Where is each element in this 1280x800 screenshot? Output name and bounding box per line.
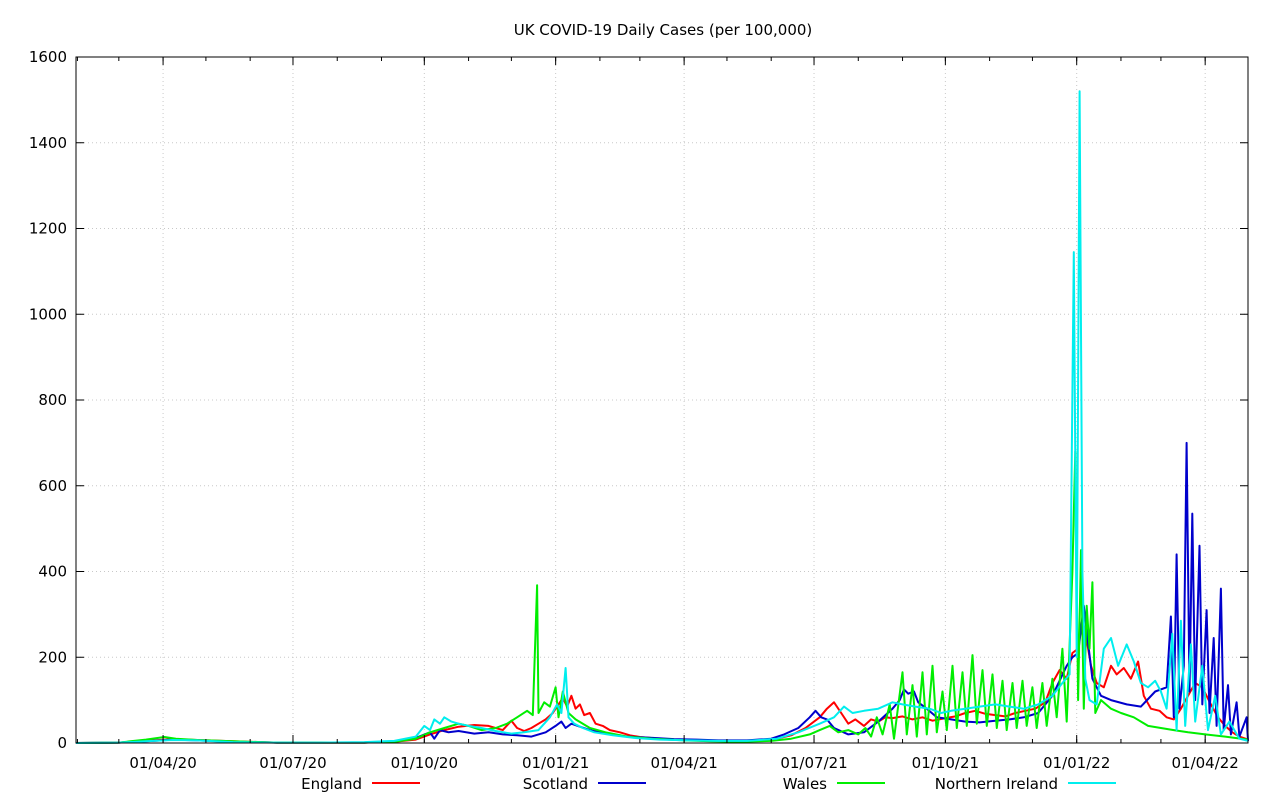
x-tick-label: 01/07/20 [259, 754, 326, 772]
y-tick-label: 1400 [29, 134, 67, 152]
grid [76, 57, 1248, 743]
ticks: 0 200 400 600 800 1000 1200 1400 1600 01/04/20 01/… [29, 48, 1249, 772]
legend-label-england: England [301, 775, 362, 793]
y-tick-label: 1000 [29, 305, 67, 323]
legend-label-northern-ireland: Northern Ireland [935, 775, 1058, 793]
x-tick-label: 01/10/20 [391, 754, 458, 772]
legend: England Scotland Wales Northern Ireland [301, 775, 1116, 793]
x-tick-label: 01/04/21 [650, 754, 717, 772]
series-line-england [75, 617, 1249, 744]
x-tick-label: 01/01/21 [522, 754, 589, 772]
series-lines [75, 90, 1249, 744]
x-tick-label: 01/04/20 [129, 754, 196, 772]
legend-label-wales: Wales [783, 775, 827, 793]
x-tick-label: 01/07/21 [780, 754, 847, 772]
chart-title: UK COVID-19 Daily Cases (per 100,000) [514, 21, 813, 39]
series-line-northern-ireland [75, 90, 1249, 744]
x-tick-label: 01/10/21 [912, 754, 979, 772]
x-tick-label: 01/01/22 [1043, 754, 1110, 772]
y-tick-label: 0 [57, 734, 67, 752]
y-tick-label: 200 [38, 648, 67, 666]
y-tick-label: 600 [38, 477, 67, 495]
y-tick-label: 1200 [29, 220, 67, 238]
legend-label-scotland: Scotland [523, 775, 588, 793]
y-tick-label: 800 [38, 391, 67, 409]
x-tick-label: 01/04/22 [1171, 754, 1238, 772]
y-tick-label: 1600 [29, 48, 67, 66]
y-tick-label: 400 [38, 563, 67, 581]
